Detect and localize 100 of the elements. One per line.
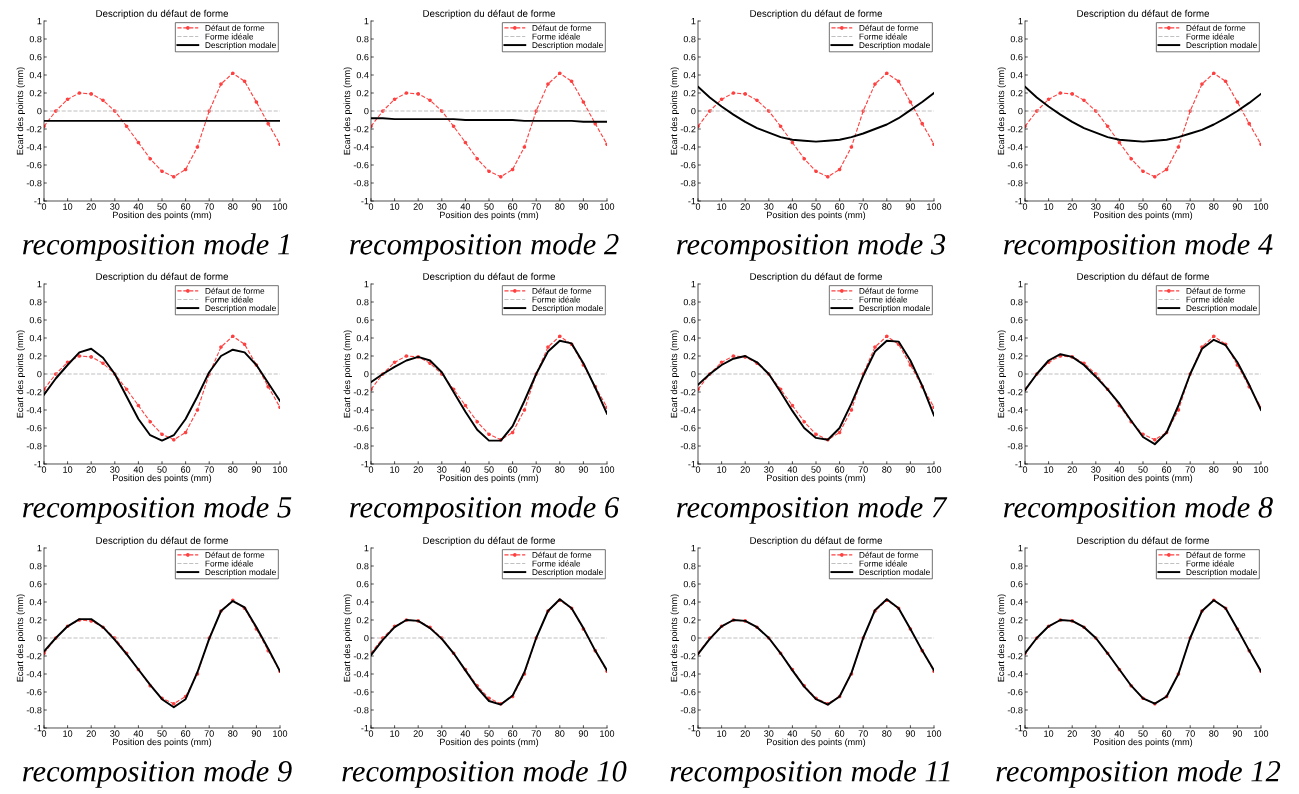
x-tick-label: 30 — [1091, 203, 1101, 210]
x-tick-label: 70 — [1185, 203, 1195, 210]
y-tick-label: 0.4 — [1010, 334, 1023, 342]
x-tick-label: 100 — [1254, 730, 1269, 737]
legend-label: Description modale — [859, 568, 930, 577]
x-axis-title: Position des points (mm) — [440, 211, 539, 220]
y-tick-label: 0.6 — [683, 53, 696, 61]
y-tick-label: 0 — [364, 107, 369, 115]
legend-label: Défaut de forme — [205, 24, 265, 31]
x-tick-label: 20 — [86, 730, 96, 737]
y-tick-label: 0.6 — [29, 580, 42, 588]
x-tick-label: 20 — [86, 466, 96, 473]
y-tick-label: 0.6 — [356, 580, 369, 588]
y-tick-label: 1 — [1018, 281, 1023, 288]
x-tick-label: 90 — [251, 466, 262, 473]
y-axis-title: Ecart des points (mm) — [343, 594, 352, 682]
y-tick-label: 0.2 — [356, 352, 369, 360]
legend-label: Description modale — [532, 568, 603, 577]
x-tick-label: 80 — [1209, 466, 1219, 473]
y-tick-label: 0 — [364, 634, 369, 642]
x-tick-label: 10 — [717, 466, 727, 473]
y-tick-label: -0.8 — [26, 442, 42, 450]
y-tick-label: 0.6 — [683, 580, 696, 588]
y-tick-label: 0 — [1018, 370, 1023, 378]
y-tick-label: 1 — [364, 18, 369, 25]
y-tick-label: -1 — [688, 461, 696, 468]
x-tick-label: 30 — [1091, 466, 1101, 473]
y-tick-label: -0.8 — [353, 179, 369, 187]
x-tick-label: 70 — [858, 730, 868, 737]
y-tick-label: -0.8 — [1007, 442, 1023, 450]
y-tick-label: -0.2 — [1007, 388, 1023, 396]
x-tick-label: 100 — [273, 203, 288, 210]
x-axis-title: Position des points (mm) — [440, 738, 539, 747]
y-tick-label: -1 — [1015, 198, 1023, 205]
y-tick-label: 0 — [1018, 107, 1023, 115]
y-tick-label: -0.8 — [680, 442, 696, 450]
x-tick-label: 80 — [228, 203, 238, 210]
x-tick-label: 100 — [927, 466, 942, 473]
legend-label: Défaut de forme — [532, 287, 592, 294]
legend-label: Forme idéale — [1186, 296, 1235, 303]
x-tick-label: 10 — [63, 466, 73, 473]
y-tick-label: -0.2 — [1007, 652, 1023, 660]
y-tick-label: -1 — [361, 725, 369, 732]
y-axis-title: Ecart des points (mm) — [670, 330, 679, 418]
y-tick-label: 0.8 — [1010, 562, 1023, 570]
legend-label: Défaut de forme — [859, 24, 919, 31]
x-tick-label: 40 — [787, 730, 798, 737]
legend-label: Défaut de forme — [532, 551, 592, 558]
y-tick-label: 1 — [1018, 18, 1023, 25]
y-tick-label: 0.2 — [683, 616, 696, 624]
x-tick-label: 40 — [1114, 466, 1125, 473]
legend-label: Forme idéale — [1186, 33, 1235, 40]
legend-label: Description modale — [205, 568, 276, 577]
y-tick-label: 0.2 — [1010, 352, 1023, 360]
y-axis-title: Ecart des points (mm) — [16, 67, 25, 155]
y-tick-label: 0.8 — [683, 298, 696, 306]
legend-label: Défaut de forme — [859, 287, 919, 294]
x-tick-label: 100 — [600, 203, 615, 210]
x-tick-label: 80 — [882, 203, 892, 210]
y-tick-label: -0.4 — [26, 143, 42, 151]
x-tick-label: 10 — [390, 466, 400, 473]
y-tick-label: 0 — [691, 107, 696, 115]
x-axis-title: Position des points (mm) — [767, 738, 866, 747]
chart-title: Description du défaut de forme — [1077, 9, 1210, 19]
x-tick-label: 60 — [835, 466, 845, 473]
chart-title: Description du défaut de forme — [750, 272, 883, 282]
x-tick-label: 100 — [600, 730, 615, 737]
x-tick-label: 100 — [1254, 466, 1269, 473]
y-tick-label: 0.8 — [356, 562, 369, 570]
x-tick-label: 60 — [508, 203, 518, 210]
y-axis-title: Ecart des points (mm) — [997, 330, 1006, 418]
y-tick-label: -0.6 — [26, 424, 42, 432]
x-axis-title: Position des points (mm) — [1094, 211, 1193, 220]
y-tick-label: -0.6 — [680, 424, 696, 432]
chart-title: Description du défaut de forme — [96, 272, 229, 282]
text: recomposition mode 6 — [350, 496, 620, 524]
x-tick-label: 70 — [1185, 466, 1195, 473]
x-tick-label: 20 — [413, 203, 423, 210]
y-tick-label: 0.6 — [683, 316, 696, 324]
y-tick-label: -0.2 — [680, 125, 696, 133]
y-tick-label: 0.8 — [356, 35, 369, 43]
y-axis-title: Ecart des points (mm) — [997, 594, 1006, 682]
x-tick-label: 90 — [578, 730, 589, 737]
y-tick-label: -0.4 — [26, 670, 42, 678]
x-tick-label: 90 — [578, 466, 589, 473]
y-tick-label: -0.2 — [680, 388, 696, 396]
y-tick-label: 0 — [691, 370, 696, 378]
y-tick-label: 0.8 — [356, 298, 369, 306]
y-tick-label: 0.6 — [356, 316, 369, 324]
legend-label: Forme idéale — [859, 296, 908, 303]
text: recomposition mode 7 — [677, 496, 948, 524]
legend-label: Description modale — [532, 41, 603, 50]
y-axis-title: Ecart des points (mm) — [16, 594, 25, 682]
y-tick-label: 0.2 — [683, 89, 696, 97]
x-tick-label: 80 — [228, 466, 238, 473]
y-tick-label: 0 — [37, 634, 42, 642]
y-tick-label: 0.2 — [683, 352, 696, 360]
x-tick-label: 50 — [1138, 466, 1148, 473]
y-tick-label: -1 — [361, 198, 369, 205]
y-tick-label: -0.8 — [353, 442, 369, 450]
